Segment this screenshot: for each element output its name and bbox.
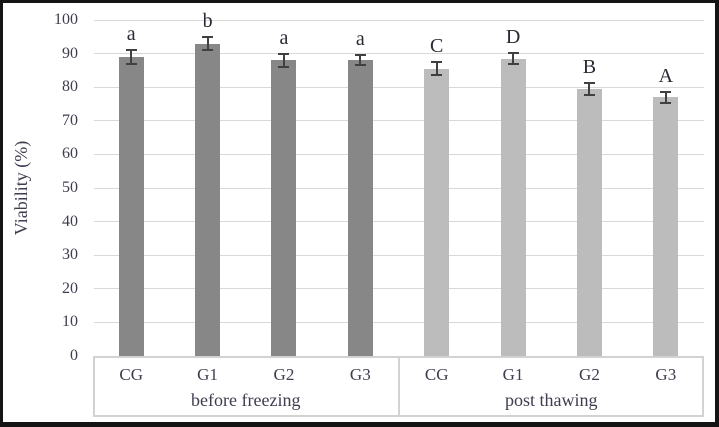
error-bar-cap-top [507, 52, 519, 55]
y-tick-label-0: 0 [70, 347, 78, 364]
group-label-before-freezing: before freezing [191, 390, 301, 410]
group-divider [397, 356, 400, 417]
error-bar-cap-top [354, 54, 366, 57]
error-bar-cap-bottom [583, 93, 595, 96]
error-bar-cap-bottom [202, 49, 214, 52]
gridline-90 [94, 53, 704, 55]
error-bar-cap-bottom [354, 64, 366, 67]
bar-post-CG [424, 68, 450, 356]
error-bar-line [130, 50, 133, 64]
error-bar-line [282, 53, 285, 68]
category-label-post-G1: G1 [502, 365, 524, 384]
significance-letter-D: D [505, 26, 521, 49]
significance-letter-a: a [126, 23, 136, 46]
gridline-60 [94, 153, 704, 155]
gridline-80 [94, 86, 704, 88]
significance-letter-C: C [430, 35, 444, 57]
significance-letter-B: B [582, 56, 597, 79]
bar-before-G3 [347, 60, 373, 356]
y-tick-label-20: 20 [62, 279, 78, 297]
error-bar-cap-bottom [507, 63, 519, 66]
y-tick-label-30: 30 [62, 246, 78, 264]
gridline-10 [94, 321, 704, 323]
error-bar-cap-bottom [660, 101, 672, 104]
error-bar-line [435, 62, 438, 76]
error-bar-cap-top [583, 82, 595, 85]
gridline-50 [94, 187, 704, 189]
error-bar-cap-top [431, 61, 443, 63]
error-bar-line [512, 53, 515, 64]
gridline-100 [94, 19, 704, 21]
gridline-20 [94, 288, 704, 290]
significance-letter-a: a [279, 26, 289, 49]
category-label-before-G3: G3 [349, 365, 371, 384]
significance-letter-A: A [658, 64, 674, 87]
gridline-40 [94, 221, 704, 223]
group-label-post-thawing: post thawing [505, 390, 598, 410]
error-bar-line [664, 91, 667, 103]
y-tick-label-10: 10 [62, 313, 78, 331]
y-tick-label-80: 80 [62, 78, 78, 96]
error-bar-line [588, 83, 591, 95]
gridline-30 [94, 254, 704, 256]
category-label-post-CG: CG [424, 365, 449, 384]
gridline-70 [94, 120, 704, 122]
error-bar-cap-top [125, 49, 137, 52]
category-label-post-G3: G3 [655, 365, 677, 384]
error-bar-line [359, 55, 362, 66]
bar-before-CG [118, 56, 144, 356]
y-tick-label-50: 50 [62, 179, 78, 196]
category-label-before-CG: CG [119, 365, 143, 384]
category-label-before-G1: G1 [197, 365, 218, 384]
category-label-before-G2: G2 [273, 365, 295, 384]
y-tick-label-60: 60 [62, 145, 78, 163]
bar-post-G1 [500, 58, 526, 356]
error-bar-cap-bottom [125, 62, 137, 65]
bar-post-G2 [576, 88, 602, 356]
error-bar-cap-top [278, 52, 290, 55]
y-tick-label-40: 40 [62, 212, 78, 230]
category-label-post-G2: G2 [579, 365, 600, 384]
significance-letter-b: b [202, 9, 213, 32]
y-tick-label-70: 70 [62, 111, 78, 129]
error-bar-cap-top [660, 90, 672, 93]
error-bar-line [206, 36, 209, 51]
bar-before-G1 [195, 43, 221, 356]
y-tick-label-100: 100 [54, 11, 78, 28]
error-bar-cap-bottom [431, 74, 443, 77]
bar-before-G2 [271, 60, 297, 356]
significance-letter-a: a [355, 28, 365, 51]
error-bar-cap-top [202, 35, 214, 38]
error-bar-cap-bottom [278, 66, 290, 69]
bar-post-G3 [653, 97, 679, 356]
y-tick-label-90: 90 [62, 44, 78, 62]
